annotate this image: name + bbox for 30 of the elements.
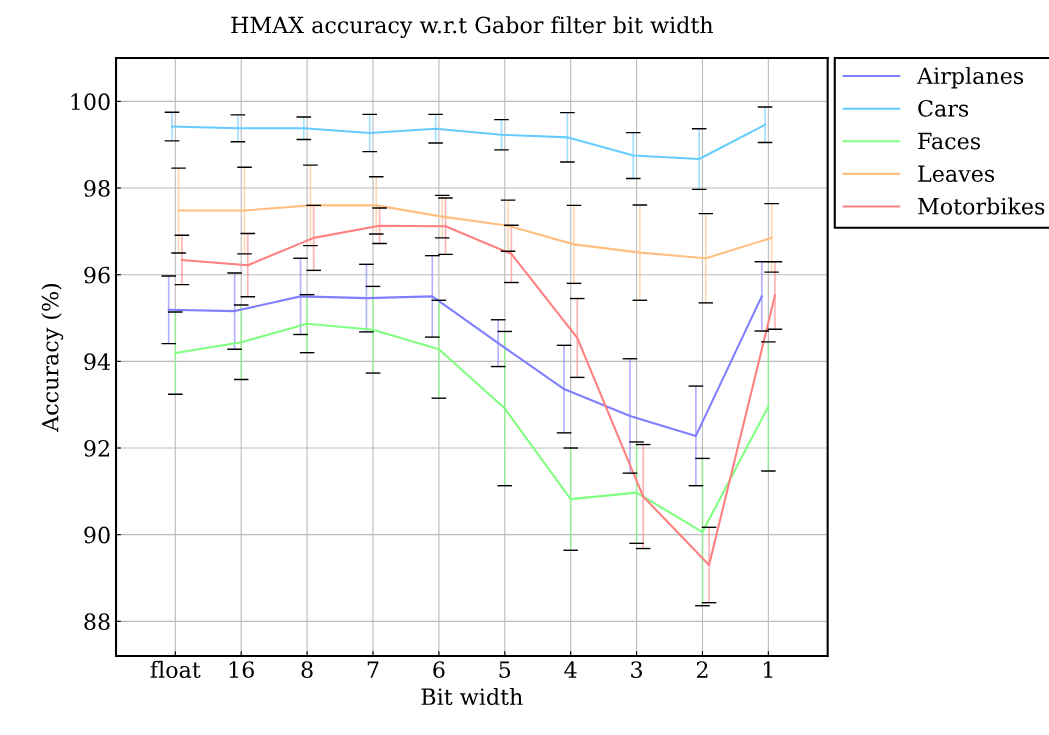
y-tick-label: 94 — [84, 353, 111, 371]
legend-label: Faces — [918, 132, 981, 150]
legend-label: Airplanes — [916, 66, 1024, 89]
y-tick-label: 88 — [84, 613, 110, 631]
x-tick-label: 1 — [764, 661, 773, 678]
line-series — [177, 204, 773, 260]
x-tick-label: float — [150, 660, 201, 679]
y-tick-label: 90 — [84, 526, 110, 544]
chart-title: HMAX accuracy w.r.t Gabor filter bit width — [231, 16, 713, 38]
y-axis-title: Accuracy (%) — [41, 283, 64, 432]
line-series — [170, 123, 767, 161]
x-axis-title: Bit width — [421, 687, 523, 706]
line-series — [180, 224, 776, 567]
y-tick-label: 92 — [84, 439, 109, 457]
x-tick-label: 3 — [631, 661, 642, 679]
x-tick-label: 7 — [367, 661, 379, 678]
x-tick-label: 8 — [301, 661, 313, 679]
x-tick-label: 6 — [433, 661, 445, 679]
line-series — [167, 295, 763, 437]
x-tick-label: 4 — [564, 661, 577, 678]
y-tick-label: 96 — [84, 266, 110, 284]
legend-label: Leaves — [918, 165, 995, 183]
x-tick-label: 16 — [229, 661, 254, 679]
x-tick-label: 5 — [499, 661, 511, 679]
y-tick-label: 100 — [71, 93, 110, 111]
x-tick-label: 2 — [696, 661, 708, 678]
line-series — [174, 322, 770, 534]
y-tick-label: 98 — [84, 180, 110, 197]
legend-label: Cars — [918, 99, 969, 117]
legend-label: Motorbikes — [918, 197, 1045, 215]
